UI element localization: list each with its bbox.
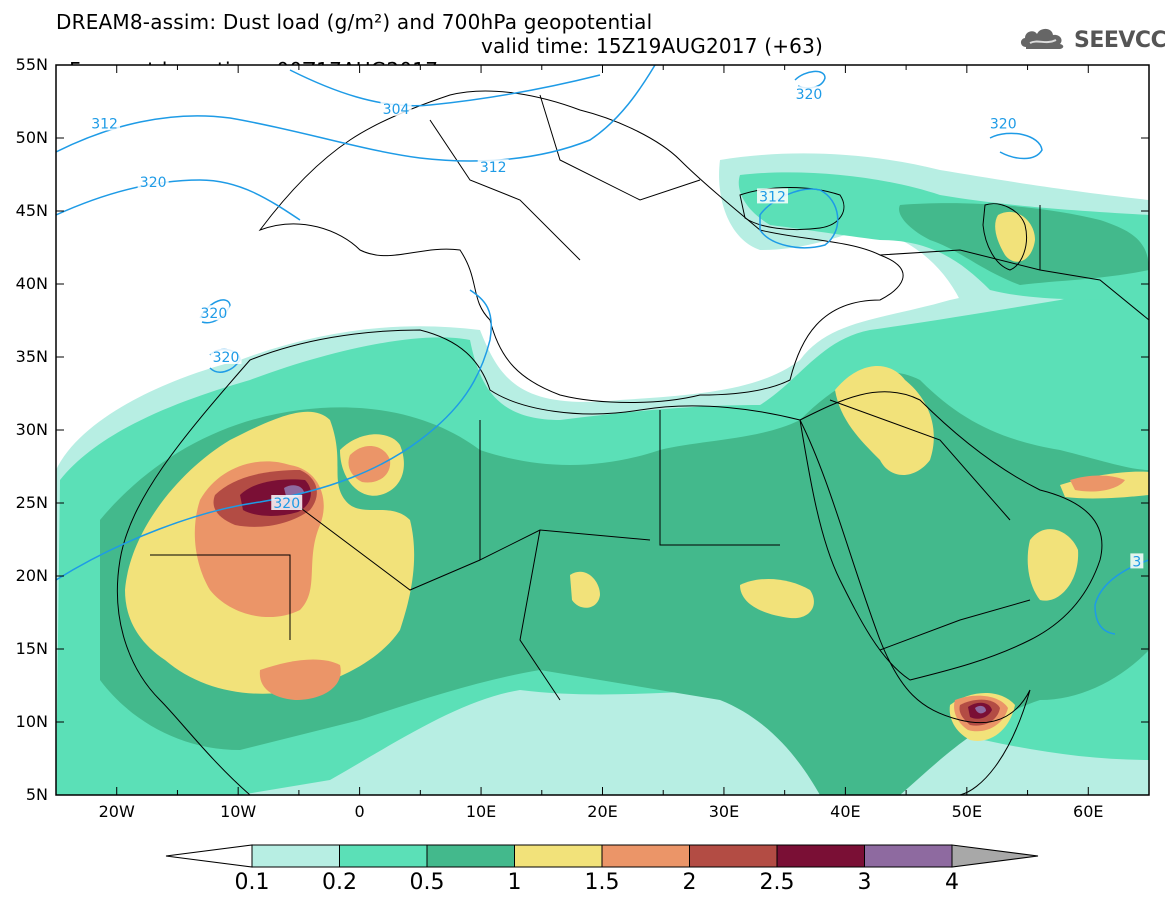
- lat-label: 20N: [15, 566, 48, 585]
- colorbar-label: 2: [682, 870, 697, 895]
- contour-label-bg: [89, 115, 121, 131]
- dust-area-yellow: [740, 578, 814, 619]
- contour-label-bg: [137, 173, 169, 189]
- colorbar-label: 4: [945, 870, 959, 895]
- dust-area-orange: [259, 659, 341, 700]
- lon-label: 40E: [830, 802, 861, 821]
- colorbar-label: 1.5: [584, 870, 620, 895]
- logo-text: SEEVCCC: [1074, 27, 1165, 53]
- colorbar-label: 1: [507, 870, 522, 895]
- dust-area-yellow: [835, 366, 934, 475]
- lat-label: 45N: [15, 201, 48, 220]
- lon-label: 10E: [465, 802, 497, 821]
- border-africa-3: [479, 420, 651, 561]
- lat-label: 40N: [15, 274, 48, 293]
- contour-312: [56, 65, 656, 162]
- coastline-caspian: [982, 203, 1027, 271]
- dust-area-yellow: [1027, 529, 1079, 601]
- coastline-africa: [116, 329, 1031, 795]
- lat-label: 30N: [15, 420, 48, 439]
- contour-label: 312: [480, 160, 507, 176]
- contour-label-bg: [987, 115, 1019, 131]
- coastline-europe: [258, 90, 904, 403]
- lon-label: 0: [354, 802, 365, 821]
- border-arabia-2: [879, 599, 1031, 651]
- lon-label: 20W: [98, 802, 135, 821]
- contour-label: 312: [759, 189, 786, 205]
- lat-label: 15N: [15, 639, 48, 658]
- contour-320-main: [56, 289, 492, 581]
- dust-area-orange: [1070, 475, 1125, 492]
- coastlines: [116, 90, 1149, 795]
- contour-304: [289, 69, 601, 107]
- contour-label: 3: [1132, 554, 1141, 570]
- valid-time: valid time: 15Z19AUG2017 (+63): [481, 34, 824, 58]
- contour-label-bg: [198, 305, 230, 321]
- dust-field: [56, 153, 1149, 795]
- contour-label: 320: [213, 350, 240, 366]
- colorbar-label: 3: [857, 870, 872, 895]
- lat-label: 5N: [25, 785, 48, 804]
- contour-label-bg: [380, 100, 412, 116]
- colorbar-label: 0.1: [234, 870, 270, 895]
- contour-label-bg: [477, 159, 509, 175]
- contour-labels: 304 312 312 312 320 320 320 320 320 320 3: [89, 86, 1144, 570]
- colorbar-label: 2.5: [759, 870, 795, 895]
- contour-label-bg: [271, 495, 303, 510]
- contour-east-edge: [1094, 559, 1149, 635]
- dust-area-purple: [975, 705, 986, 714]
- contour-320-west: [56, 179, 301, 221]
- border-europe-1: [429, 119, 581, 261]
- border-europe-2: [539, 94, 701, 201]
- contour-label: 320: [273, 496, 300, 512]
- lon-label: 30E: [708, 802, 740, 821]
- border-africa-4: [659, 410, 780, 546]
- lon-label: 50E: [951, 802, 983, 821]
- lon-label: 20E: [587, 802, 618, 821]
- lat-label: 55N: [15, 55, 48, 74]
- dust-area-yellow: [570, 571, 600, 608]
- lat-label: 10N: [15, 712, 48, 731]
- cloud-icon: [1018, 25, 1070, 55]
- coastline-arabia: [799, 391, 1103, 681]
- contour-label-bg: [210, 349, 242, 364]
- contour-label-bg: [793, 86, 825, 102]
- border-africa-2: [289, 499, 481, 591]
- seevccc-logo: SEEVCCC: [1018, 24, 1165, 56]
- contour-label: 312: [91, 116, 118, 132]
- lon-label: 10W: [220, 802, 257, 821]
- axis-ticks: [55, 64, 1150, 796]
- dust-area-orange: [348, 445, 391, 483]
- lon-label: 60E: [1073, 802, 1104, 821]
- coastline-black-sea: [739, 187, 845, 231]
- colorbar-label: 0.5: [409, 870, 445, 895]
- border-africa-5: [519, 529, 561, 701]
- colorbar-label: 0.2: [322, 870, 357, 895]
- contour-label-bg: [757, 188, 789, 204]
- contour-label: 320: [796, 87, 823, 103]
- border-arabia-1: [829, 399, 1011, 521]
- lat-label: 25N: [15, 493, 48, 512]
- border-africa-1: [150, 554, 291, 640]
- map-title: DREAM8-assim: Dust load (g/m²) and 700hP…: [56, 10, 653, 34]
- lat-label: 35N: [15, 347, 48, 366]
- contour-label: 304: [383, 102, 410, 118]
- contour-label: 320: [140, 175, 167, 191]
- contour-label: 320: [201, 306, 228, 322]
- contour-320-caspian: [989, 132, 1043, 160]
- contour-label-bg: [1130, 553, 1144, 569]
- contour-label: 320: [990, 116, 1017, 132]
- lat-label: 50N: [15, 128, 48, 147]
